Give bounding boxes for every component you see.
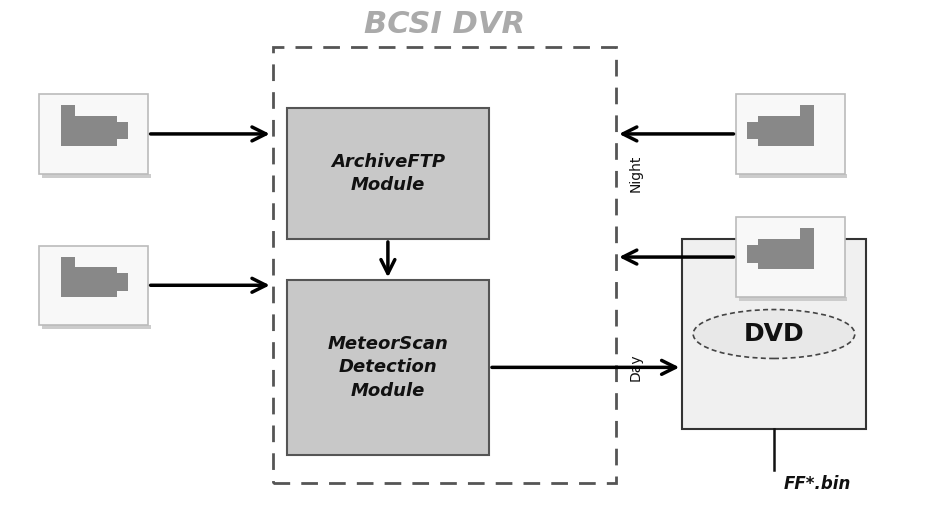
Text: ArchiveFTP
Module: ArchiveFTP Module [331,153,445,194]
Bar [736,94,845,174]
Bar [273,46,617,483]
Bar [40,94,148,174]
Bar [287,280,489,455]
Bar [118,122,128,139]
Bar [736,218,845,297]
Text: MeteorScan
Detection
Module: MeteorScan Detection Module [328,335,448,400]
Bar [739,174,847,178]
Text: BCSI DVR: BCSI DVR [364,10,525,39]
Bar [747,122,758,139]
Bar [739,297,847,301]
Bar [287,108,489,239]
Bar [43,325,151,329]
Bar [800,229,814,239]
Bar [43,174,151,178]
Bar [61,257,75,267]
Bar [682,239,865,429]
Text: Night: Night [629,155,642,192]
Bar [61,267,118,297]
Bar [758,239,814,269]
Text: Day: Day [629,354,642,381]
Ellipse shape [694,309,855,359]
Bar [61,105,75,116]
Bar [118,274,128,291]
Bar [747,245,758,262]
Bar [40,246,148,325]
Text: FF*.bin: FF*.bin [784,475,851,493]
Bar [800,105,814,116]
Text: DVD: DVD [744,322,805,346]
Bar [758,116,814,146]
Bar [61,116,118,146]
